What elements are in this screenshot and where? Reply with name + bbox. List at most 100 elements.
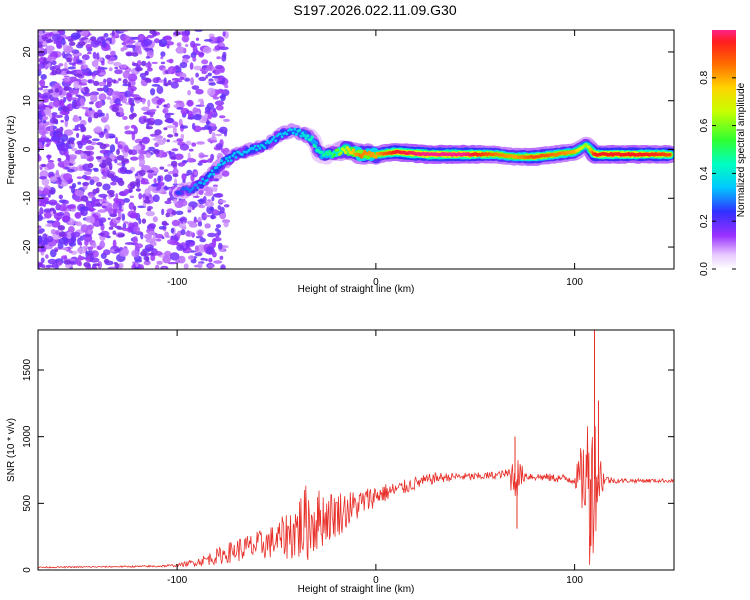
noise-spot (134, 66, 143, 72)
noise-spot (124, 169, 133, 174)
noise-spot (144, 244, 154, 251)
ridge-segment (339, 151, 343, 155)
noise-spot (87, 51, 92, 55)
noise-spot (82, 134, 86, 143)
noise-spot (188, 110, 193, 118)
ridge-segment (310, 135, 314, 139)
noise-spot (76, 123, 83, 128)
noise-spot (130, 112, 137, 118)
noise-spot (159, 166, 165, 170)
noise-spot (66, 204, 76, 209)
noise-spot (57, 157, 62, 162)
noise-spot (205, 200, 214, 208)
noise-spot (61, 255, 67, 260)
noise-spot (71, 49, 80, 54)
noise-spot (163, 127, 168, 131)
noise-spot (208, 140, 218, 143)
noise-spot (87, 71, 93, 76)
noise-spot (223, 118, 230, 122)
noise-spot (141, 60, 147, 67)
noise-spot (41, 85, 49, 89)
noise-spot (134, 266, 140, 269)
noise-spot (131, 249, 140, 258)
noise-spot (222, 31, 226, 37)
noise-spot (167, 79, 172, 86)
noise-spot (174, 100, 184, 104)
noise-spot (179, 62, 188, 69)
noise-spot (106, 81, 112, 87)
ridge-segment (294, 133, 298, 136)
ridge-segment (258, 146, 262, 150)
noise-spot (198, 76, 207, 82)
noise-spot (74, 221, 79, 225)
noise-spot (186, 99, 194, 107)
noise-spot (140, 250, 148, 257)
noise-spot (106, 189, 115, 195)
noise-spot (67, 168, 75, 173)
noise-spot (68, 163, 74, 166)
noise-spot (167, 197, 172, 202)
ridge-segment (252, 147, 255, 151)
noise-spot (82, 58, 86, 66)
noise-spot (152, 216, 158, 223)
noise-spot (192, 107, 198, 115)
noise-spot (108, 226, 114, 230)
noise-spot (110, 50, 116, 56)
noise-spot (161, 191, 167, 195)
noise-spot (65, 71, 74, 75)
noise-spot (145, 152, 152, 158)
noise-spot (76, 260, 82, 266)
noise-spot (91, 60, 99, 68)
noise-spot (170, 156, 176, 160)
noise-spot (103, 33, 109, 38)
noise-spot (56, 40, 62, 49)
noise-spot (185, 240, 195, 244)
noise-spot (155, 238, 162, 242)
noise-spot (214, 100, 225, 106)
noise-spot (42, 36, 48, 40)
noise-spot (63, 86, 70, 91)
noise-spot (214, 89, 225, 94)
noise-spot (171, 219, 180, 227)
chart-title: S197.2026.022.11.09.G30 (293, 2, 457, 18)
noise-spot (105, 54, 111, 59)
noise-spot (155, 264, 160, 269)
noise-spot (115, 192, 119, 202)
noise-spot (143, 38, 153, 46)
noise-spot (145, 210, 155, 217)
noise-spot (139, 72, 147, 78)
noise-spot (101, 202, 109, 207)
noise-spot (170, 81, 179, 89)
noise-spot (127, 81, 132, 88)
snr-line (38, 426, 674, 569)
noise-spot (207, 64, 214, 72)
noise-spot (38, 30, 43, 37)
ridge-segment (329, 152, 333, 156)
noise-spot (198, 160, 209, 163)
noise-spot (80, 209, 88, 217)
noise-spot (63, 173, 73, 181)
noise-spot (67, 38, 74, 43)
noise-spot (66, 57, 72, 63)
noise-spot (63, 78, 71, 82)
noise-spot (220, 264, 226, 269)
noise-spot (101, 164, 106, 169)
noise-spot (189, 62, 194, 70)
colorbar-ticks: 0.0 0.2 0.4 0.6 0.8 (699, 70, 736, 276)
noise-spot (77, 82, 88, 86)
noise-spot (206, 102, 215, 110)
ridge-segment (668, 153, 672, 157)
noise-spot (79, 206, 89, 211)
ridge-segment (231, 154, 235, 158)
colorbar-gradient (712, 30, 736, 269)
noise-spot (38, 231, 43, 234)
noise-spot (212, 184, 218, 188)
noise-spot (69, 185, 73, 189)
noise-spot (172, 126, 177, 135)
noise-spot (147, 121, 155, 126)
noise-spot (185, 231, 194, 237)
noise-spot (76, 176, 83, 180)
ridge-segment (274, 139, 278, 143)
noise-spot (87, 252, 94, 257)
